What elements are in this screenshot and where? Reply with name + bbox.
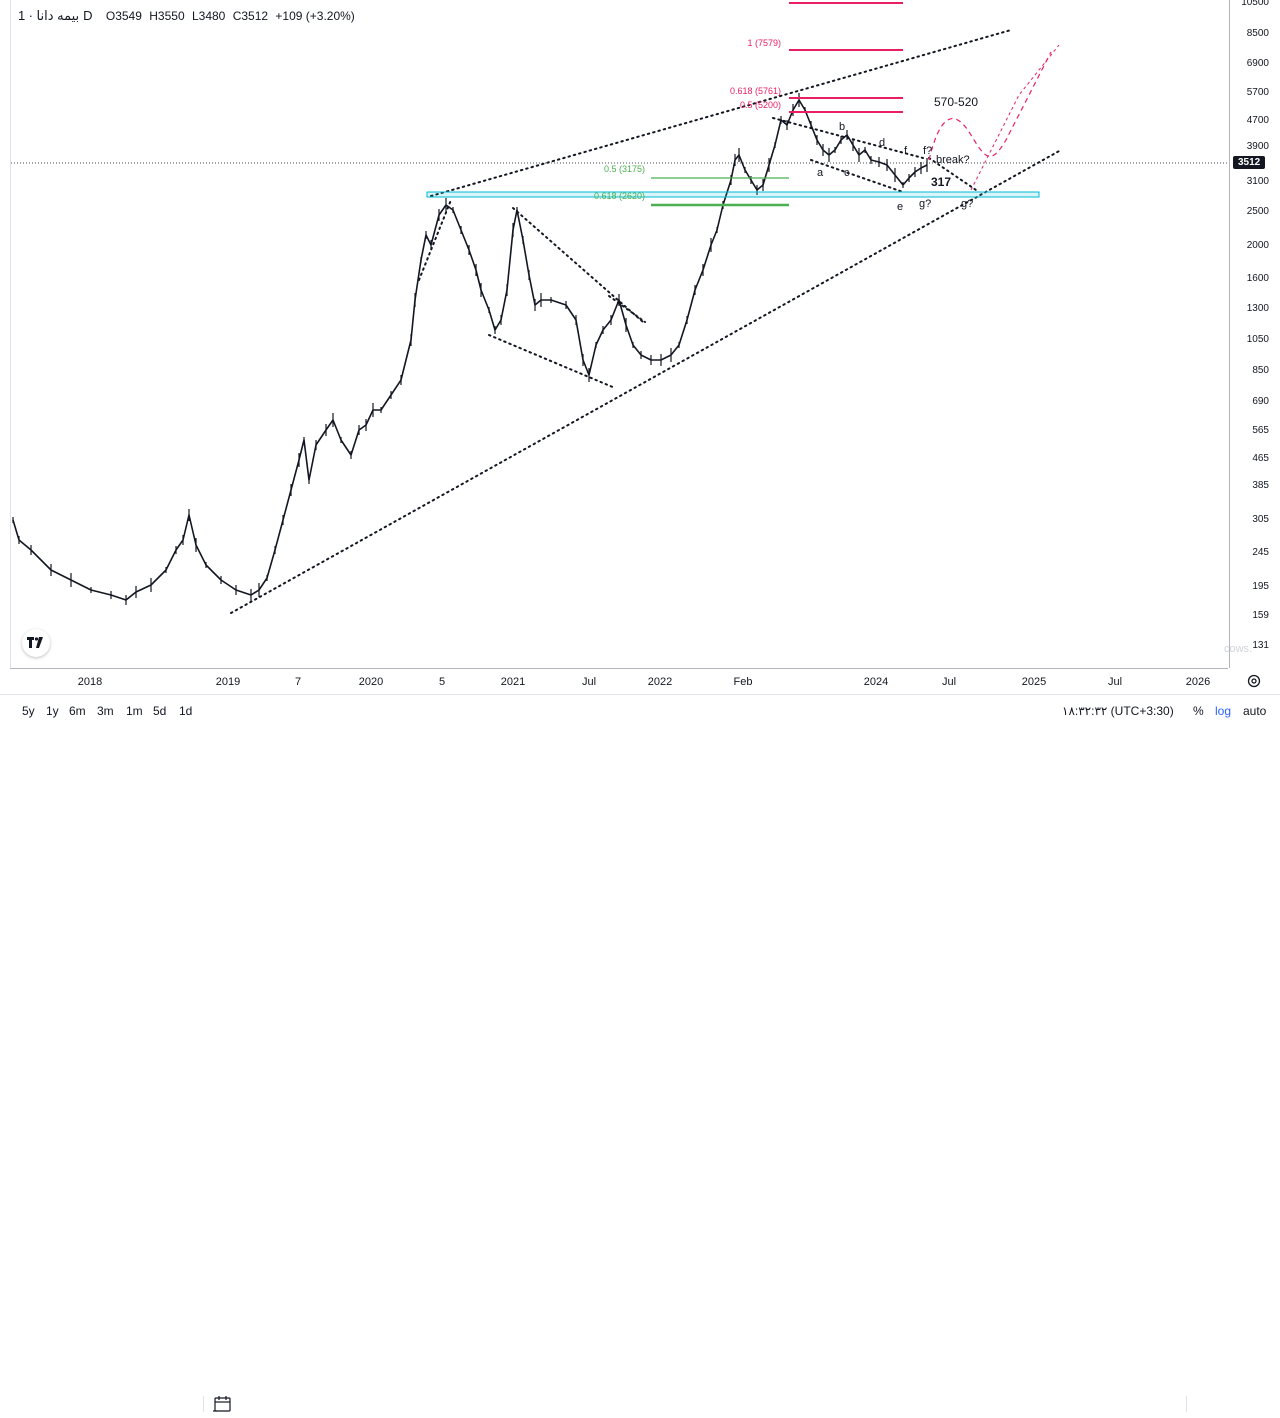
toolbar-divider-right <box>1186 1396 1187 1412</box>
auto-toggle[interactable]: auto <box>1243 704 1267 718</box>
trend-line <box>488 334 616 389</box>
range-3m-button[interactable]: 3m <box>97 704 114 718</box>
watermark: cows. <box>1224 643 1253 655</box>
trend-line <box>512 207 644 323</box>
time-tick-label: 2025 <box>1021 676 1047 688</box>
time-tick-label: Jul <box>941 676 957 688</box>
range-5d-button[interactable]: 5d <box>153 704 167 718</box>
time-tick-label: 2020 <box>358 676 384 688</box>
projection-path <box>928 51 1052 161</box>
time-tick-label: 5 <box>438 676 446 688</box>
time-tick-label: 2026 <box>1185 676 1211 688</box>
gear-icon[interactable] <box>1246 673 1262 689</box>
range-1d-button[interactable]: 1d <box>179 704 193 718</box>
close-value: C3512 <box>232 9 269 23</box>
range-1y-button[interactable]: 1y <box>46 704 59 718</box>
price-tick-label: 305 <box>1252 514 1269 525</box>
chart-annotation: 570-520 <box>934 95 978 109</box>
chart-annotation: b <box>839 121 845 133</box>
chart-pane[interactable]: 1 (7579) 0.618 (5761) 0.5 (5200) 0.5 (3175)… <box>10 0 1230 668</box>
price-tick-label: 465 <box>1252 453 1269 464</box>
high-value: H3550 <box>149 9 185 23</box>
time-tick-label: Jul <box>581 676 597 688</box>
trend-line <box>928 157 977 191</box>
price-tick-label: 1300 <box>1246 303 1269 314</box>
change-value: +109 (+3.20%) <box>275 9 355 23</box>
open-value: O3549 <box>105 9 142 23</box>
lower-channel-line <box>230 149 1062 614</box>
price-tick-label: 159 <box>1252 610 1269 621</box>
price-tick-label: 690 <box>1252 396 1269 407</box>
time-tick-label: 2022 <box>647 676 673 688</box>
log-toggle[interactable]: log <box>1215 704 1232 718</box>
price-tick-label: 2500 <box>1246 206 1269 217</box>
price-tick-label: 245 <box>1252 547 1269 558</box>
time-tick-label: Jul <box>1107 676 1123 688</box>
time-tick-label: Feb <box>733 676 753 688</box>
price-tick-label: 3900 <box>1246 141 1269 152</box>
fib-level-label: 1 (7579) <box>747 38 781 48</box>
chart-annotation: c <box>844 167 850 179</box>
upper-channel-line <box>430 29 1012 197</box>
price-chart[interactable]: 1 (7579) 0.618 (5761) 0.5 (5200) 0.5 (3175)… <box>11 0 1229 668</box>
time-tick-label: 2019 <box>215 676 241 688</box>
fib-level-label: 0.5 (5200) <box>740 100 781 110</box>
fib-level-label: 0.618 (5761) <box>730 86 781 96</box>
range-6m-button[interactable]: 6m <box>69 704 86 718</box>
price-tick-label: 2000 <box>1246 240 1269 251</box>
low-value: L3480 <box>191 9 226 23</box>
chart-annotation: 317 <box>931 175 951 189</box>
tradingview-logo-icon[interactable] <box>22 629 50 657</box>
time-axis[interactable]: 2018 2019 7 2020 5 2021 Jul 2022 Feb 2024 Jul 2025 J… <box>10 668 1228 695</box>
price-tick-label: 131 <box>1252 640 1269 651</box>
price-tick-label: 5700 <box>1246 87 1269 98</box>
last-price-label: 3512 <box>1233 156 1266 169</box>
time-tick-label: 2021 <box>500 676 526 688</box>
price-series-line <box>12 99 928 601</box>
price-tick-label: 3100 <box>1246 176 1269 187</box>
chart-annotation: g? <box>961 198 973 210</box>
clock-timezone[interactable]: ۱۸:۳۲:۳۲ (UTC+3:30) <box>1062 704 1174 718</box>
symbol-legend: بیمه دانا · 1D O3549 H3550 L3480 C3512 +… <box>18 8 355 24</box>
trend-line <box>772 117 924 159</box>
price-tick-label: 1600 <box>1246 273 1269 284</box>
chart-annotation: e <box>897 201 903 213</box>
price-tick-label: 1050 <box>1246 334 1269 345</box>
price-tick-label: 385 <box>1252 480 1269 491</box>
fib-level-label: 0.618 (2620) <box>594 191 645 201</box>
timeframe-label[interactable]: 1D <box>18 8 93 23</box>
percent-toggle[interactable]: % <box>1193 704 1204 718</box>
symbol-name[interactable]: بیمه دانا · <box>28 8 80 23</box>
chart-annotation: f <box>904 145 908 157</box>
trend-line <box>810 159 904 193</box>
support-zone <box>426 191 1040 198</box>
time-tick-label: 2018 <box>77 676 103 688</box>
price-tick-label: 850 <box>1252 365 1269 376</box>
price-tick-label: 6900 <box>1246 58 1269 69</box>
price-axis[interactable]: 10500 8500 6900 5700 4700 3900 3100 2500 2000 160… <box>1229 0 1280 668</box>
toolbar-divider <box>203 1396 204 1412</box>
time-tick-label: 7 <box>294 676 302 688</box>
range-1m-button[interactable]: 1m <box>126 704 143 718</box>
chart-annotation: g? <box>919 198 931 210</box>
trend-line <box>418 199 452 281</box>
projection-path <box>970 44 1060 191</box>
range-5y-button[interactable]: 5y <box>22 704 35 718</box>
fib-level-label: 0.5 (3175) <box>604 164 645 174</box>
price-tick-label: 4700 <box>1246 115 1269 126</box>
calendar-icon[interactable] <box>213 1395 233 1413</box>
chart-annotation: d <box>879 137 885 149</box>
chart-annotation: a <box>817 167 824 179</box>
chart-annotation: break? <box>936 154 970 166</box>
chart-annotation: f? <box>923 145 932 157</box>
price-tick-label: 10500 <box>1241 0 1269 8</box>
trend-line <box>608 295 646 323</box>
price-tick-label: 565 <box>1252 425 1269 436</box>
price-tick-label: 8500 <box>1246 28 1269 39</box>
time-tick-label: 2024 <box>863 676 889 688</box>
price-tick-label: 195 <box>1252 581 1269 592</box>
bottom-toolbar: 5y 1y 6m 3m 1m 5d 1d ۱۸:۳۲:۳۲ (UTC+3:30)… <box>0 694 1280 1412</box>
